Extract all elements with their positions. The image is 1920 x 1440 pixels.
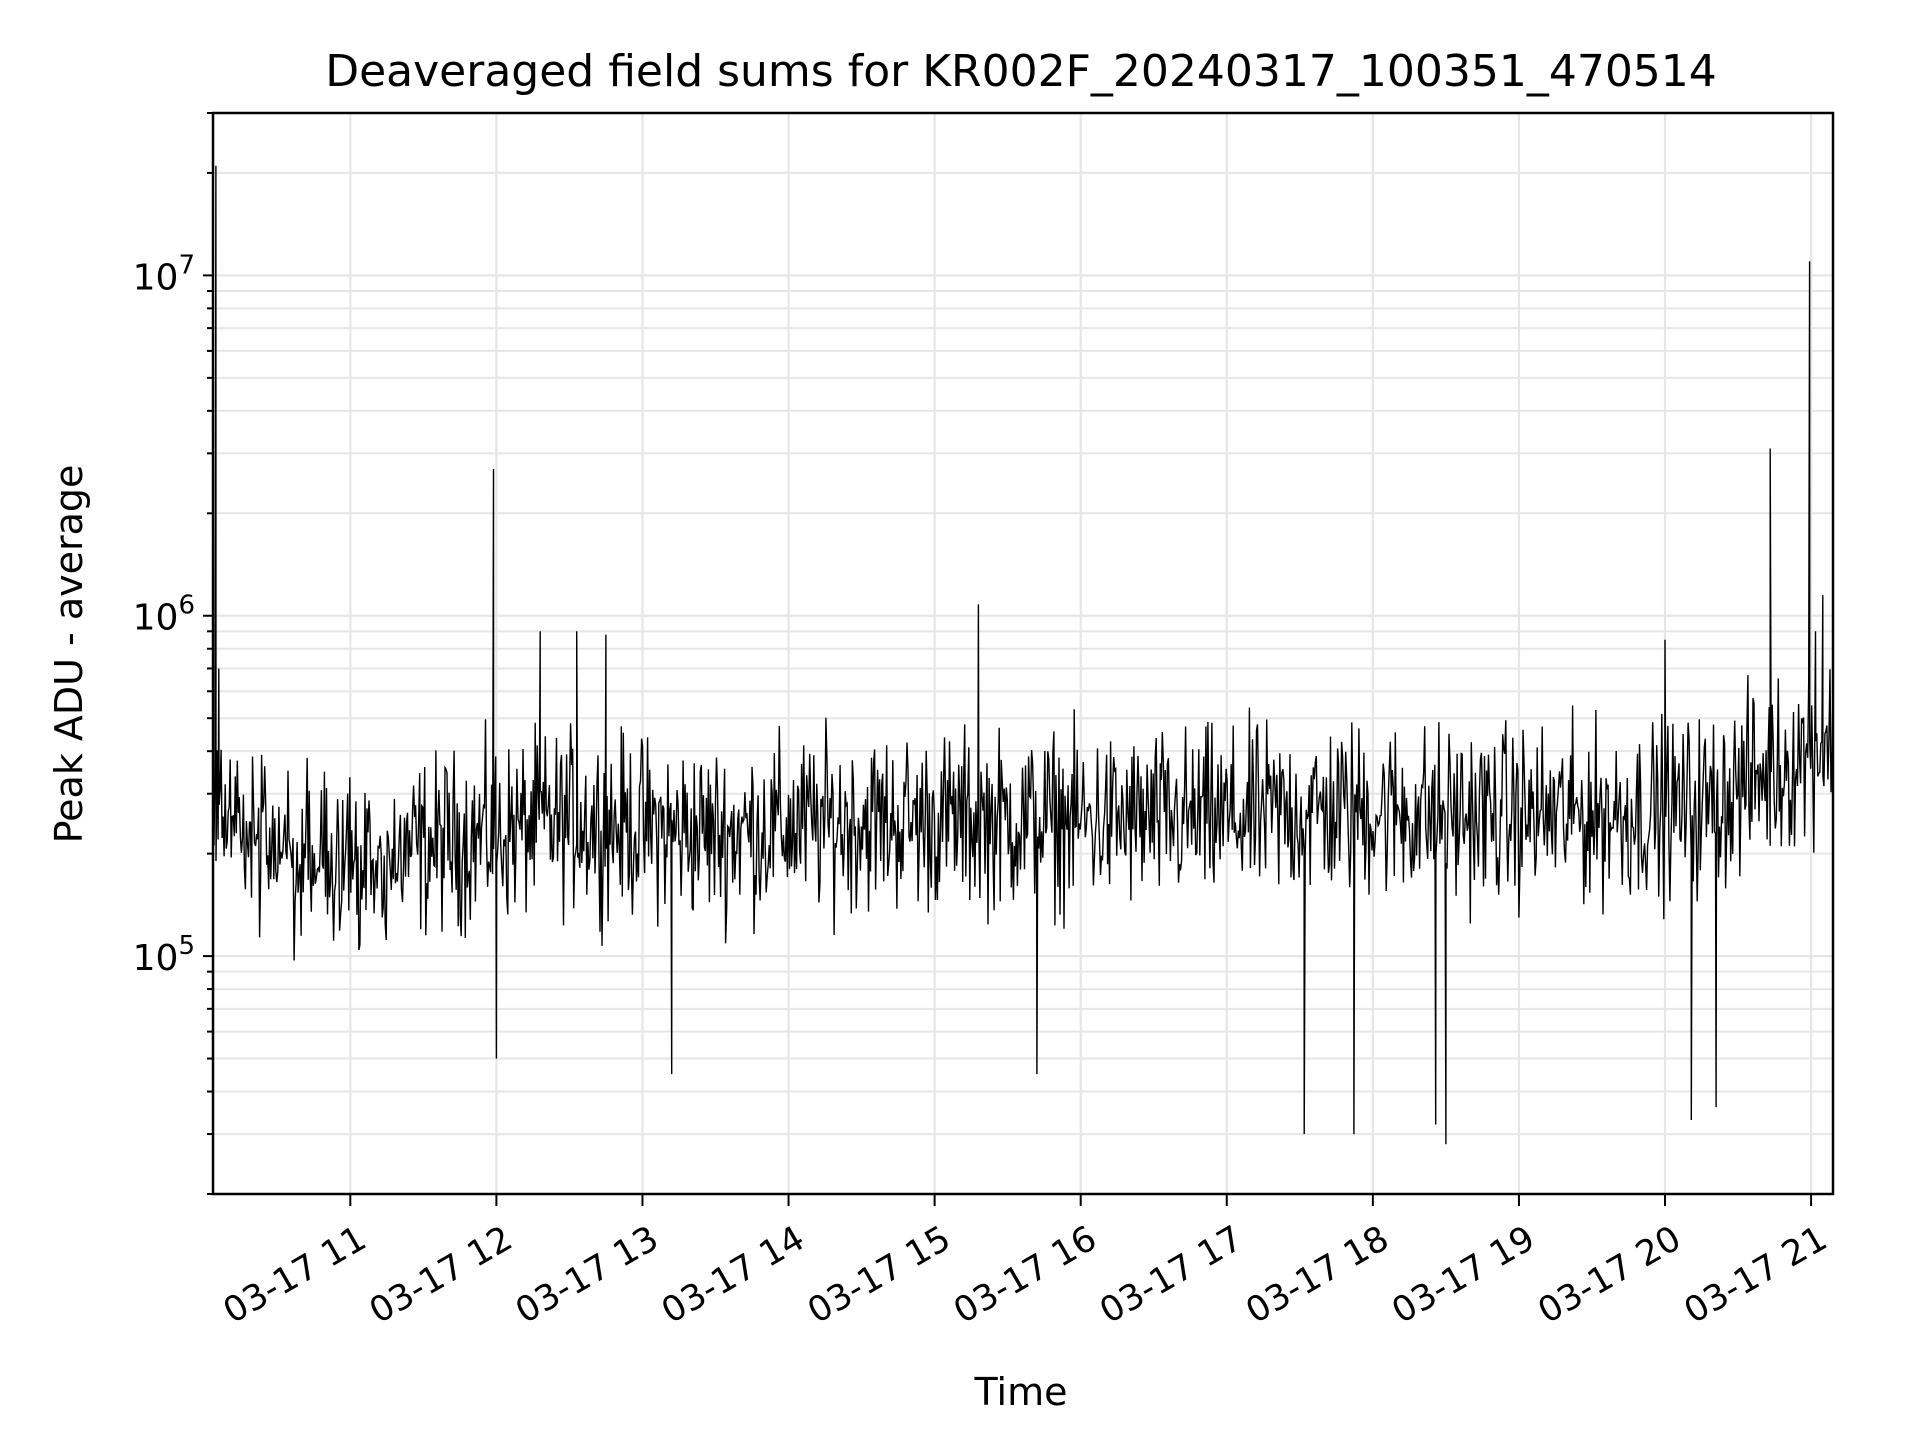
y-tick-base: 10 (133, 598, 179, 639)
y-tick-label: 107 (133, 250, 195, 298)
y-tick-base: 10 (133, 257, 179, 298)
grid-lines (213, 112, 1833, 1195)
y-axis-label: Peak ADU - average (47, 465, 91, 844)
chart-title: Deaveraged field sums for KR002F_2024031… (325, 46, 1717, 97)
y-tick-exponent: 7 (178, 250, 195, 280)
y-tick-label: 105 (133, 931, 195, 979)
y-tick-label: 106 (133, 591, 195, 639)
plot-frame (211, 111, 1835, 1196)
y-tick-exponent: 6 (178, 591, 195, 621)
y-tick-base: 10 (133, 938, 179, 979)
y-tick-exponent: 5 (178, 931, 195, 961)
x-axis-label: Time (974, 1370, 1068, 1414)
series-line-group (212, 165, 1834, 1145)
series-line (212, 165, 1834, 1145)
